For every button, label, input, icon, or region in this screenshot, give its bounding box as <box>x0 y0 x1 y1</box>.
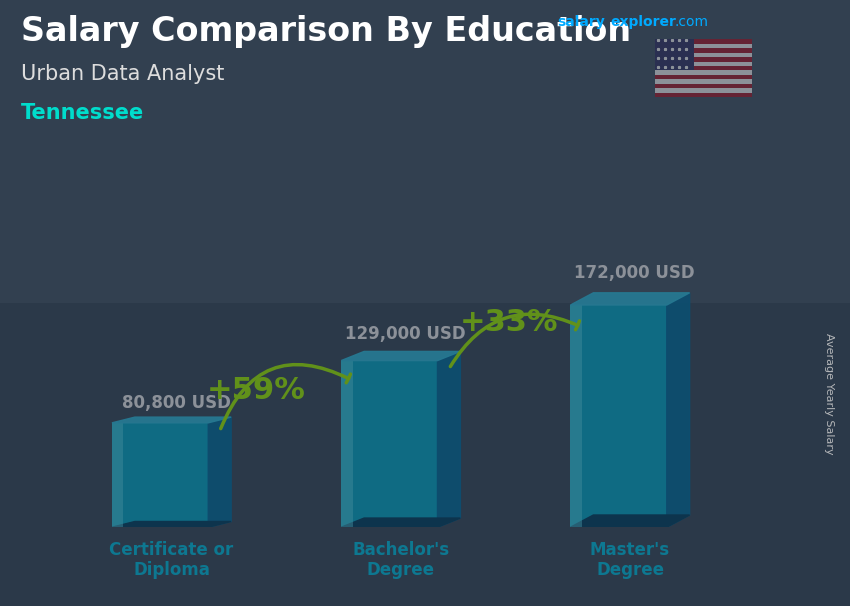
Bar <box>341 361 353 527</box>
Bar <box>570 305 582 527</box>
Bar <box>654 39 694 70</box>
Text: Salary Comparison By Education: Salary Comparison By Education <box>21 15 632 48</box>
Text: +33%: +33% <box>459 308 558 338</box>
Polygon shape <box>341 518 461 527</box>
Polygon shape <box>438 351 461 527</box>
Polygon shape <box>208 417 231 527</box>
Text: Urban Data Analyst: Urban Data Analyst <box>21 64 224 84</box>
Text: 80,800 USD: 80,800 USD <box>122 394 230 412</box>
Bar <box>654 66 752 70</box>
Text: .com: .com <box>674 15 708 29</box>
Text: explorer: explorer <box>610 15 676 29</box>
Bar <box>654 88 752 93</box>
Polygon shape <box>112 522 231 527</box>
Polygon shape <box>570 515 689 527</box>
Text: 172,000 USD: 172,000 USD <box>575 264 695 282</box>
Bar <box>654 75 752 79</box>
Bar <box>341 361 438 527</box>
Bar <box>654 62 752 66</box>
Bar <box>654 44 752 48</box>
Bar <box>654 57 752 62</box>
Polygon shape <box>112 417 231 423</box>
Text: +59%: +59% <box>207 376 306 405</box>
Polygon shape <box>570 293 689 305</box>
Bar <box>654 53 752 57</box>
Bar <box>654 93 752 97</box>
Bar <box>654 48 752 53</box>
Bar <box>654 39 752 44</box>
Bar <box>654 70 752 75</box>
Text: Bachelor's
Degree: Bachelor's Degree <box>352 541 450 579</box>
Text: salary: salary <box>557 15 604 29</box>
Bar <box>654 79 752 84</box>
Polygon shape <box>666 293 689 527</box>
Polygon shape <box>341 351 461 361</box>
Bar <box>654 84 752 88</box>
Bar <box>112 423 123 527</box>
Text: Master's
Degree: Master's Degree <box>590 541 670 579</box>
Bar <box>112 423 208 527</box>
Text: Tennessee: Tennessee <box>21 103 144 123</box>
Bar <box>570 305 666 527</box>
Text: 129,000 USD: 129,000 USD <box>345 325 466 343</box>
Text: Certificate or
Diploma: Certificate or Diploma <box>110 541 234 579</box>
Text: Average Yearly Salary: Average Yearly Salary <box>824 333 834 454</box>
